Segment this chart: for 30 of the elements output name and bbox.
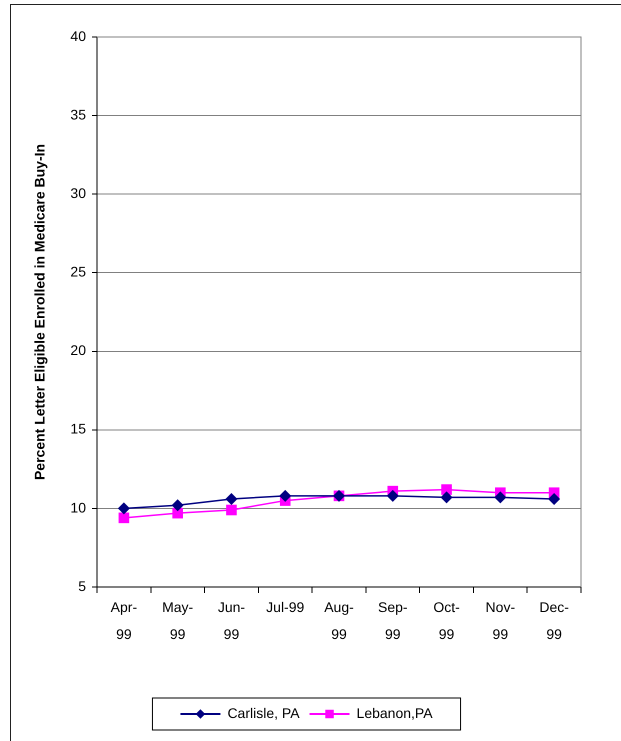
point bbox=[172, 499, 184, 512]
x-tick-label: Aug-99 bbox=[324, 599, 354, 642]
point bbox=[494, 491, 506, 504]
x-tick-label: Nov-99 bbox=[486, 599, 516, 642]
y-tick-label: 35 bbox=[70, 106, 86, 122]
y-tick-label: 5 bbox=[78, 578, 86, 594]
x-tick-label: Dec-99 bbox=[539, 599, 570, 642]
x-tick-label: Jun-99 bbox=[218, 599, 246, 642]
x-tick-label: May-99 bbox=[162, 599, 194, 642]
y-tick-label: 30 bbox=[70, 185, 86, 201]
y-tick-label: 40 bbox=[70, 28, 86, 44]
y-tick-label: 15 bbox=[70, 420, 86, 437]
legend-label: Lebanon,PA bbox=[356, 704, 434, 721]
x-tick-label: Oct-99 bbox=[433, 599, 460, 642]
x-tick-label: Jul-99 bbox=[266, 599, 304, 616]
point bbox=[118, 512, 130, 524]
x-tick-label: Apr-99 bbox=[110, 599, 138, 642]
y-axis-title: Percent Letter Eligible Enrolled in Medicare Buy-In bbox=[31, 144, 48, 480]
point bbox=[118, 502, 130, 514]
point bbox=[226, 504, 237, 516]
legend-label: Carlisle, PA bbox=[227, 704, 300, 721]
x-tick-label: Sep-99 bbox=[378, 599, 408, 642]
y-tick-label: 25 bbox=[70, 264, 86, 280]
point bbox=[279, 490, 292, 502]
y-tick-label: 20 bbox=[70, 342, 86, 358]
point bbox=[548, 493, 560, 505]
point bbox=[440, 491, 453, 504]
y-tick-label: 10 bbox=[70, 499, 86, 516]
point bbox=[386, 490, 399, 502]
point bbox=[225, 493, 238, 505]
